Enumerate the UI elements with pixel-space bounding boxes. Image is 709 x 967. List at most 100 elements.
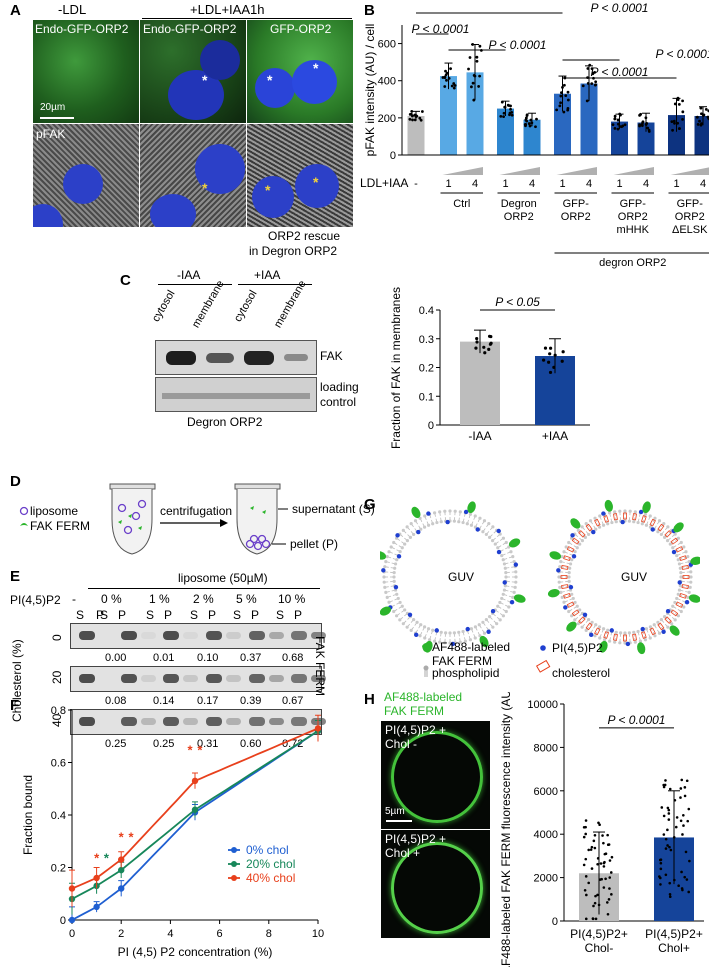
b-point <box>555 108 559 112</box>
h-point <box>608 859 612 862</box>
b-bar <box>466 72 484 155</box>
phospholipid-head <box>477 623 481 627</box>
phospholipid-head <box>684 550 688 554</box>
phospholipid-head <box>415 620 419 624</box>
b-point <box>616 118 620 122</box>
b-group-label: ORP2 <box>618 211 648 223</box>
cholesterol <box>585 523 593 532</box>
h-point <box>604 877 607 881</box>
b-point <box>559 101 562 105</box>
b-point <box>411 118 414 122</box>
e-band-s <box>121 674 137 683</box>
phospholipid-head <box>419 527 423 531</box>
phospholipid-head <box>575 604 579 608</box>
guv-image-top <box>381 721 490 829</box>
h-point <box>663 783 667 787</box>
f-ytick-label: 0.4 <box>51 810 66 822</box>
phospholipid-head <box>583 535 588 540</box>
b-point <box>641 120 645 124</box>
pip2 <box>640 626 645 632</box>
e-band-p <box>141 632 156 639</box>
b-point <box>588 63 592 67</box>
blot-cond-line1 <box>158 284 232 285</box>
phospholipid-head <box>675 596 679 601</box>
h-ytick-label: 0 <box>552 916 558 928</box>
e-chol-label: 0 <box>50 634 64 641</box>
c-point <box>475 340 479 344</box>
caption-a-1: ORP2 rescue <box>268 229 341 243</box>
f-legend-label: 20% chol <box>246 857 295 871</box>
phospholipid-head <box>468 512 472 516</box>
pip2 <box>496 549 502 555</box>
h-point <box>682 813 685 817</box>
label-a1: Endo-GFP-ORP2 <box>35 22 129 36</box>
phospholipid-head <box>493 542 497 546</box>
phospholipid-head <box>568 566 572 570</box>
phospholipid-head <box>431 522 435 526</box>
h-point <box>669 848 673 852</box>
phospholipid-head <box>659 617 663 622</box>
phospholipid-head <box>564 545 568 549</box>
phospholipid-head <box>423 514 427 518</box>
pip2-icon <box>540 645 546 651</box>
pip2 <box>570 533 575 538</box>
e-blot-row <box>70 623 326 649</box>
b-point <box>647 128 651 132</box>
f-sig-star: * <box>197 743 203 758</box>
fak-ferm <box>570 518 581 529</box>
e-fraction-value: 0.00 <box>105 652 127 664</box>
phospholipid-head <box>385 555 389 559</box>
h-point <box>584 832 588 836</box>
h-point <box>599 878 602 881</box>
h-point <box>610 855 614 859</box>
b-point <box>500 100 504 104</box>
cholesterol <box>681 565 689 570</box>
col-header-ldl-minus: -LDL <box>58 2 87 17</box>
h-point <box>673 878 676 882</box>
cholesterol <box>623 512 627 520</box>
phospholipid-head <box>408 535 413 540</box>
cholesterol <box>670 609 679 617</box>
b-group-label: Ctrl <box>453 198 470 210</box>
phospholipid-head <box>567 540 571 545</box>
e-band-s <box>79 674 95 683</box>
h-point <box>677 884 680 888</box>
e-band-s <box>206 631 222 640</box>
c-point <box>553 353 557 357</box>
f-xtick-label: 10 <box>312 928 324 940</box>
b-xtick: - <box>414 178 418 190</box>
f-point <box>314 725 322 732</box>
phospholipid-head <box>514 580 518 584</box>
phospholipid-head <box>457 520 461 524</box>
c-point <box>483 351 487 355</box>
f-legend-marker <box>231 861 237 867</box>
phospholipid-head <box>632 520 636 524</box>
phospholipid-head <box>643 512 647 516</box>
h-top-label-2: Chol - <box>385 737 418 751</box>
pip2 <box>556 568 561 573</box>
b-pval: P < 0.0001 <box>591 65 649 79</box>
b-point <box>613 126 617 130</box>
pip2 <box>582 612 588 617</box>
phospholipid-head <box>461 520 465 525</box>
b-xtick: 1 <box>616 178 622 190</box>
f-ytick-label: 0.8 <box>51 705 66 717</box>
h-point <box>597 903 601 907</box>
phospholipid-head <box>498 600 502 605</box>
b-point <box>559 94 563 98</box>
h-point <box>685 878 689 881</box>
phospholipid-head <box>677 588 682 592</box>
phospholipid-head <box>498 532 502 536</box>
phospholipid-head <box>640 522 644 526</box>
b-point <box>450 84 454 88</box>
h-point <box>667 818 671 821</box>
e-band-s <box>249 717 265 726</box>
h-point <box>596 862 599 866</box>
b-point <box>586 67 590 70</box>
h-point <box>594 917 598 921</box>
fak-ferm <box>547 589 560 598</box>
phospholipid-head <box>623 631 627 635</box>
h-point <box>608 887 611 890</box>
f-point <box>191 777 199 785</box>
